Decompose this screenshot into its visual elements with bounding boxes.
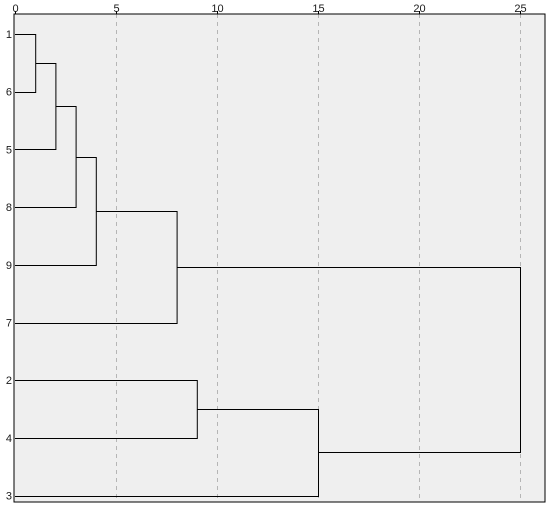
leaf-label-2: 2 [6, 375, 12, 387]
x-tick-label-25: 25 [514, 3, 526, 15]
merge-link-8 [177, 267, 521, 453]
dendrogram-links [15, 34, 521, 497]
x-tick-label-10: 10 [211, 3, 223, 15]
leaf-label-4: 4 [6, 433, 12, 445]
plot-area [14, 14, 545, 502]
leaf-label-7: 7 [6, 318, 12, 330]
leaf-label-9: 9 [6, 260, 12, 272]
grid-lines [116, 14, 521, 502]
leaf-label-3: 3 [6, 491, 12, 503]
leaf-label-8: 8 [6, 202, 12, 214]
x-tick-label-15: 15 [312, 3, 324, 15]
x-tick-label-5: 5 [113, 3, 119, 15]
leaf-label-1: 1 [6, 29, 12, 41]
x-tick-label-0: 0 [12, 3, 18, 15]
x-axis: 0 5 10 15 20 25 [12, 3, 526, 15]
leaf-labels: 1 6 5 8 9 7 2 4 3 [6, 29, 12, 503]
x-tick-label-20: 20 [413, 3, 425, 15]
plot-frame [13, 13, 546, 503]
leaf-label-5: 5 [6, 144, 12, 156]
leaf-label-6: 6 [6, 87, 12, 99]
